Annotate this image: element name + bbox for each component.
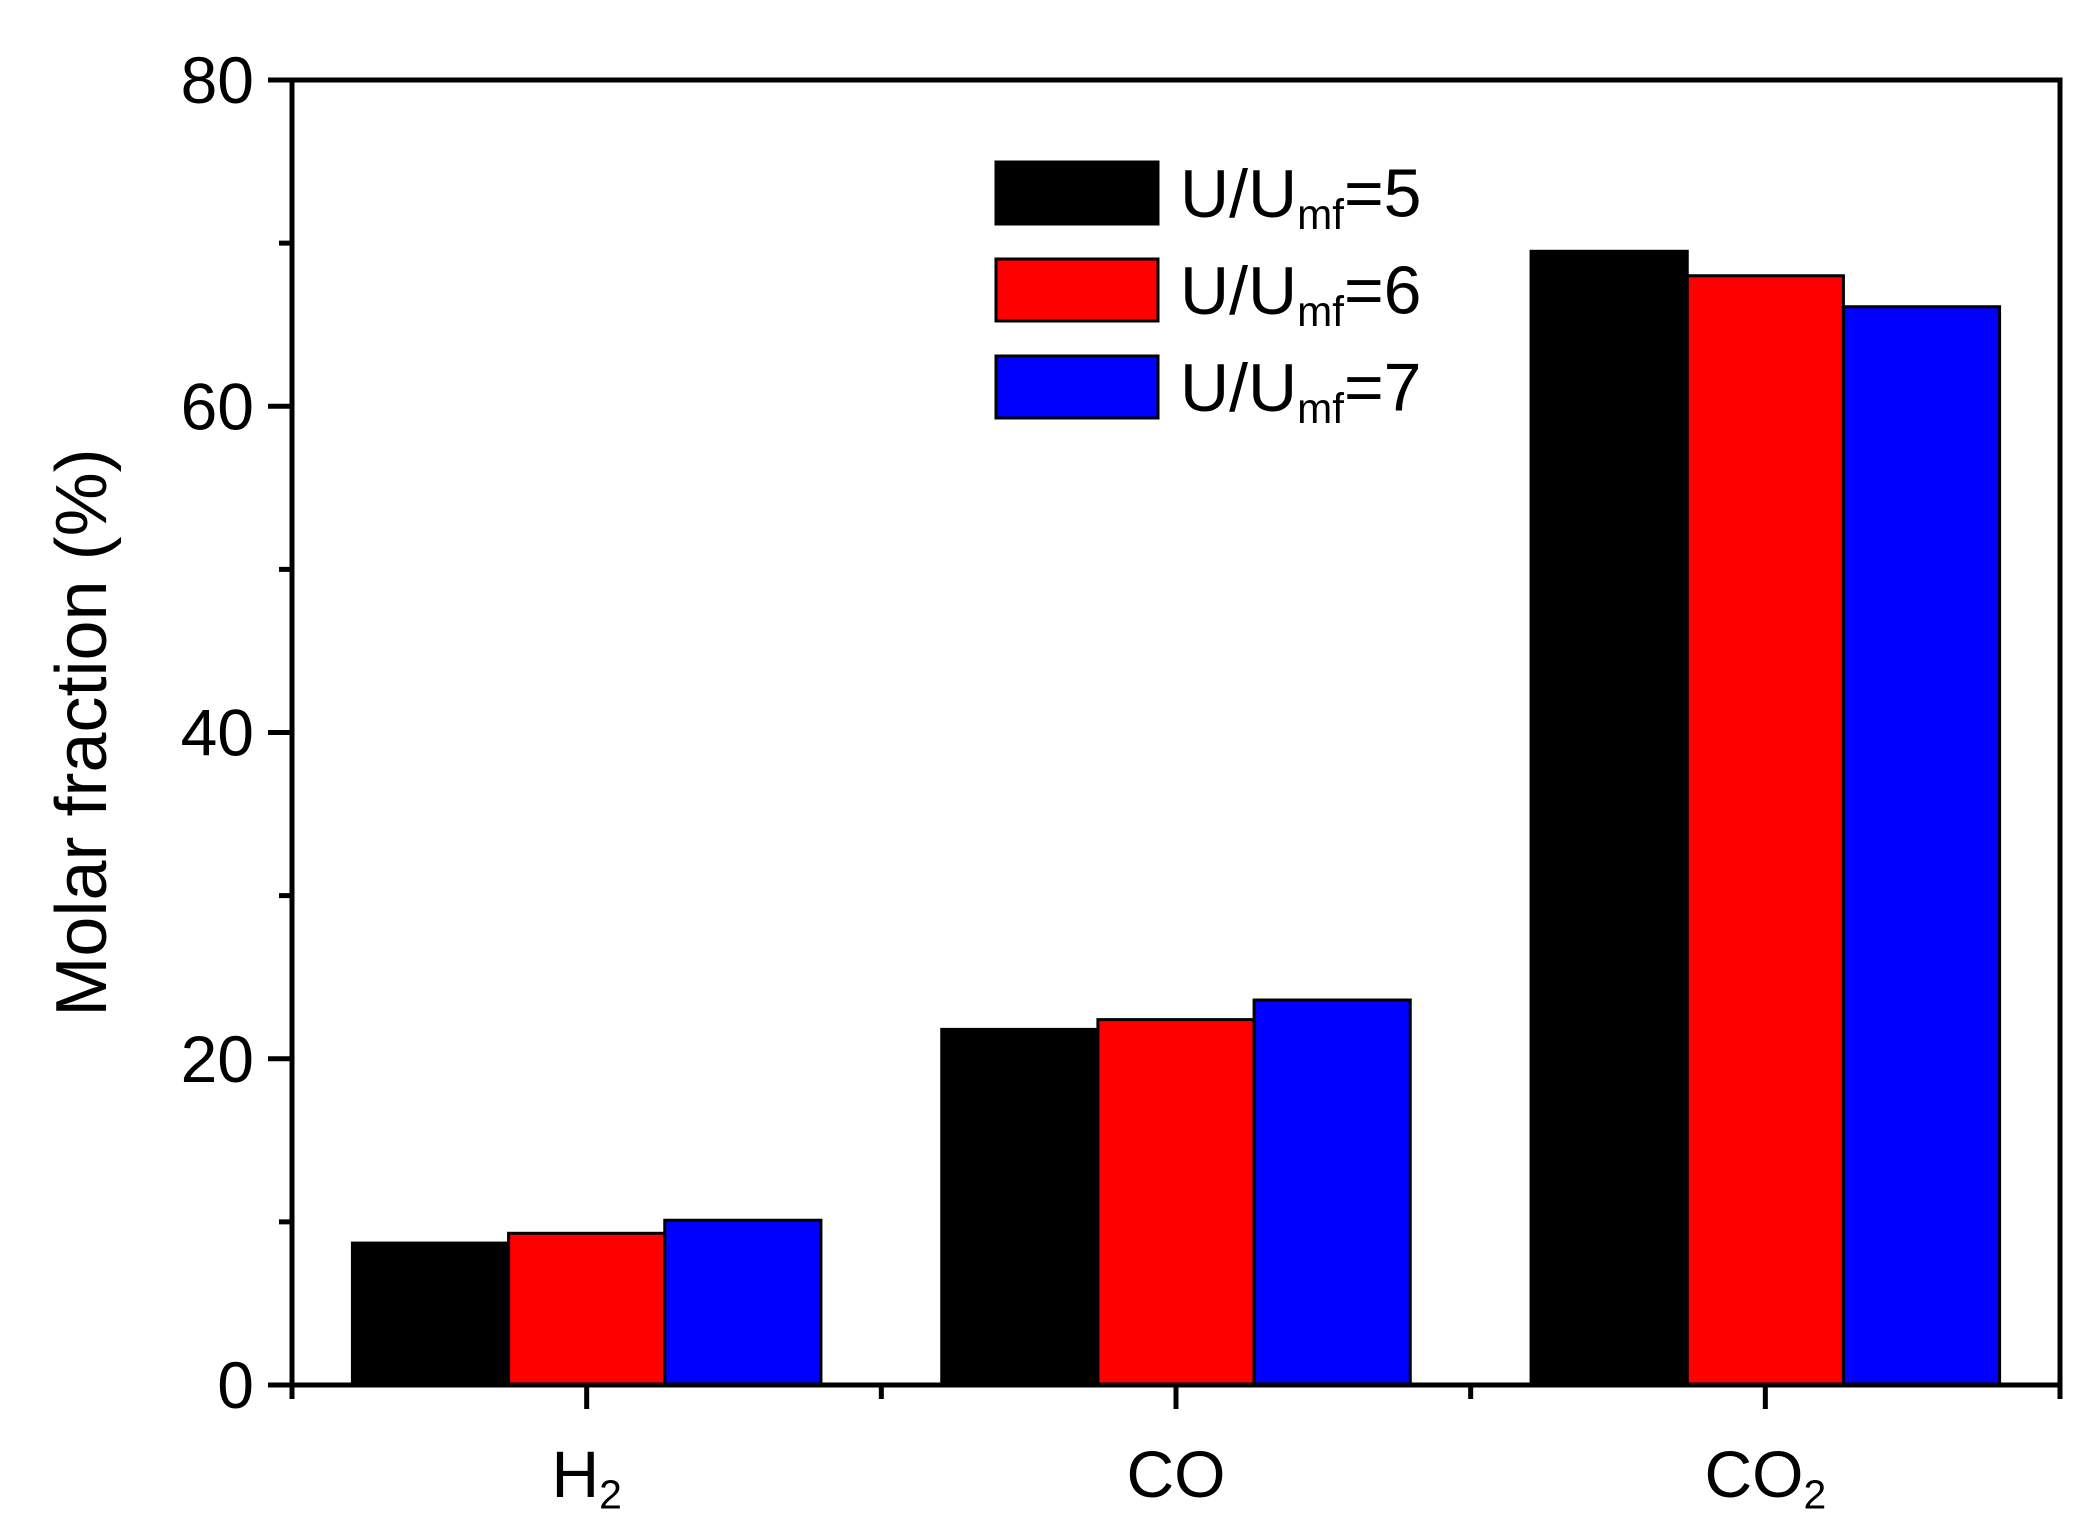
legend-label: U/Umf=6 xyxy=(1180,253,1421,335)
legend-label: U/Umf=7 xyxy=(1180,350,1421,432)
bar xyxy=(663,1218,823,1387)
bar xyxy=(507,1231,667,1387)
bar xyxy=(1529,249,1689,1387)
legend-label: U/Umf=5 xyxy=(1180,156,1421,238)
y-tick-label: 60 xyxy=(181,369,254,443)
x-axis: H2 CO CO2 xyxy=(289,1385,2063,1517)
bar xyxy=(1096,1018,1256,1387)
bar xyxy=(350,1241,511,1387)
y-tick-label: 20 xyxy=(181,1022,254,1096)
bar xyxy=(1685,274,1845,1387)
bar xyxy=(1252,998,1412,1387)
x-tick-label: CO2 xyxy=(1704,1437,1826,1517)
legend-swatch xyxy=(994,257,1160,323)
bars-group xyxy=(350,249,2002,1387)
legend-swatch xyxy=(994,160,1160,226)
y-tick-label: 40 xyxy=(181,696,254,770)
legend: U/Umf=5 U/Umf=6 U/Umf=7 xyxy=(994,156,1421,432)
y-tick-label: 80 xyxy=(181,43,254,117)
bar xyxy=(1841,305,2002,1387)
y-axis-title: Molar fraction (%) xyxy=(42,448,122,1016)
x-tick-label: CO xyxy=(1127,1437,1226,1511)
bar xyxy=(940,1027,1100,1387)
legend-swatch xyxy=(994,354,1160,420)
y-axis: 0 20 40 60 80 xyxy=(181,43,292,1422)
y-tick-label: 0 xyxy=(217,1348,254,1422)
x-tick-label: H2 xyxy=(551,1437,621,1517)
